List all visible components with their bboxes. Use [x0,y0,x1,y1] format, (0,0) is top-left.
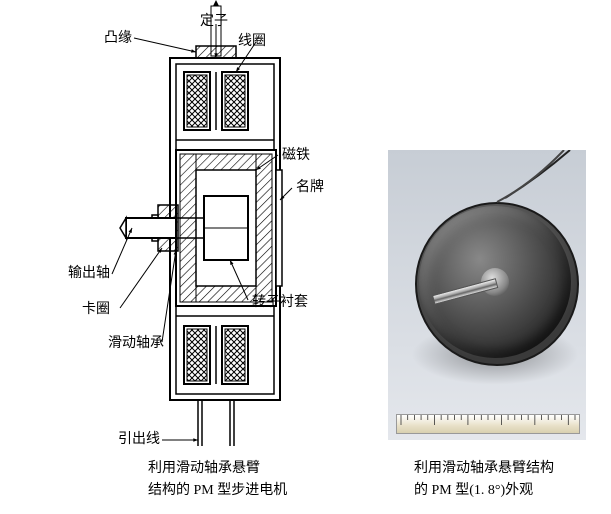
label-snap-ring: 卡圈 [82,302,110,319]
photo-caption: 利用滑动轴承悬臂结构 的 PM 型(1. 8°)外观 [414,458,554,503]
diagram-caption-line1: 利用滑动轴承悬臂 [148,461,260,476]
diagram-caption-line2: 结构的 PM 型步进电机 [148,483,287,498]
motor-photo [388,150,586,440]
label-lead-wire: 引出线 [118,432,160,449]
label-bearing: 滑动轴承 [108,336,164,353]
photo-caption-line2: 的 PM 型(1. 8°)外观 [414,483,533,498]
label-output-shaft: 输出轴 [68,266,110,283]
ruler [396,414,580,434]
label-stator: 定子 [200,14,228,31]
diagram-caption: 利用滑动轴承悬臂 结构的 PM 型步进电机 [148,458,287,503]
motor-wires [388,150,586,440]
ruler-ticks [397,415,579,433]
label-nameplate: 名牌 [296,180,324,197]
label-magnet: 磁铁 [282,148,310,165]
label-rotor-sleeve: 转子衬套 [252,295,308,312]
photo-caption-line1: 利用滑动轴承悬臂结构 [414,461,554,476]
label-flange: 凸缘 [104,31,132,48]
label-coil: 线圈 [238,34,266,51]
